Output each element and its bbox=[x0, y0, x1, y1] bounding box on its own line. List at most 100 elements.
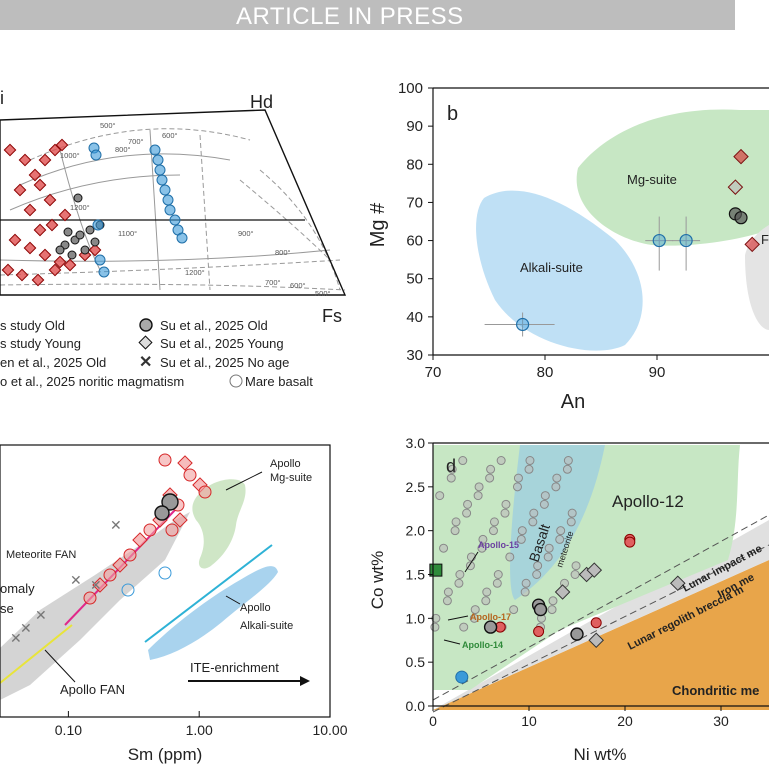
alkali-suite-field-c bbox=[148, 566, 278, 660]
data-point bbox=[183, 468, 197, 482]
ternary-point bbox=[38, 153, 52, 167]
x-tick-label: 1.00 bbox=[186, 722, 213, 738]
data-point bbox=[555, 534, 565, 544]
data-point bbox=[543, 552, 553, 562]
data-point bbox=[485, 473, 495, 483]
data-point bbox=[92, 577, 108, 593]
data-point bbox=[493, 570, 503, 579]
annotation-mg-suite-1: Apollo bbox=[270, 458, 301, 470]
data-point bbox=[132, 532, 148, 548]
data-point bbox=[733, 148, 749, 165]
data-point bbox=[450, 526, 460, 536]
panel-c-xlabel: Sm (ppm) bbox=[128, 745, 203, 764]
data-point bbox=[469, 613, 479, 623]
data-point bbox=[442, 596, 452, 606]
data-point bbox=[521, 578, 531, 588]
y-tick-label: 70 bbox=[406, 194, 423, 211]
data-point bbox=[516, 534, 526, 544]
ternary-point bbox=[169, 214, 181, 226]
data-point bbox=[552, 473, 562, 483]
data-point bbox=[567, 508, 577, 518]
data-point bbox=[443, 587, 453, 597]
panel-a-points bbox=[1, 138, 188, 287]
data-point bbox=[462, 508, 472, 518]
corner-bottom-label: Fs bbox=[322, 306, 342, 326]
data-point bbox=[525, 456, 535, 466]
ternary-point bbox=[63, 227, 73, 237]
field-label-fan: F bbox=[761, 232, 769, 247]
y-tick-label: 1.0 bbox=[406, 610, 426, 626]
annotation-apollo-14: Apollo-14 bbox=[462, 640, 503, 650]
y-tick-label: 60 bbox=[406, 233, 423, 250]
panel-c: ✕✕✕✕✕✕ 0.10 1.00 10.00 Apollo Mg-suite Met… bbox=[0, 444, 348, 764]
ternary-point bbox=[33, 223, 47, 237]
panel-d-axis: 0.0 0.5 1.0 1.5 2.0 2.5 3.0 0 10 20 30 bbox=[406, 435, 769, 729]
ternary-point bbox=[23, 203, 37, 217]
y-tick-label: 2.0 bbox=[406, 523, 426, 539]
corner-left-label: i bbox=[0, 88, 4, 108]
legend-label: Su et al., 2025 Young bbox=[160, 336, 284, 351]
ternary-point bbox=[149, 144, 161, 156]
isotherm-label: 900° bbox=[238, 229, 254, 238]
data-point bbox=[524, 464, 534, 474]
ternary-point bbox=[1, 263, 15, 277]
data-point bbox=[588, 632, 604, 649]
panel-d-ylabel: Co wt% bbox=[368, 551, 387, 610]
x-tick-label: 70 bbox=[425, 364, 442, 381]
apollo-14-pointer bbox=[443, 639, 461, 645]
ternary-point bbox=[33, 178, 47, 192]
data-point bbox=[515, 317, 530, 332]
panel-c-axis: 0.10 1.00 10.00 bbox=[55, 711, 348, 738]
alkali-suite-field bbox=[476, 190, 643, 351]
data-point bbox=[435, 491, 445, 501]
y-tick-label: 30 bbox=[406, 347, 423, 364]
isotherm-label: 600° bbox=[290, 281, 306, 290]
data-point bbox=[509, 605, 519, 615]
annotation-mg-suite-2: Mg-suite bbox=[270, 472, 312, 484]
data-point bbox=[430, 622, 440, 632]
ternary-point bbox=[28, 168, 42, 182]
data-point bbox=[500, 508, 510, 518]
annotation-anomaly: omaly bbox=[0, 581, 35, 596]
apollo-fan-line bbox=[0, 624, 73, 684]
data-point bbox=[451, 517, 461, 527]
iron-meteorite-line bbox=[432, 544, 769, 713]
legend-label: en et al., 2025 Old bbox=[0, 355, 106, 370]
data-point: ✕ bbox=[110, 517, 122, 533]
data-point bbox=[548, 596, 558, 606]
ternary-point bbox=[90, 237, 100, 247]
ternary-point bbox=[43, 193, 57, 207]
isotherm-label: 800° bbox=[275, 248, 291, 257]
corner-right-label: Hd bbox=[250, 92, 273, 112]
ternary-point bbox=[48, 263, 62, 277]
alkali-suite-line bbox=[144, 544, 273, 643]
x-tick-label: 0.10 bbox=[55, 722, 82, 738]
isotherm-label: 1200° bbox=[70, 203, 90, 212]
annotation-ite: ITE-enrichment bbox=[190, 660, 279, 675]
panel-c-frame bbox=[0, 444, 331, 718]
annotation-alkali-1: Apollo bbox=[240, 602, 271, 614]
data-point bbox=[533, 561, 543, 571]
data-point bbox=[458, 456, 468, 466]
legend-marker-diamond bbox=[138, 335, 153, 350]
data-point bbox=[517, 526, 527, 536]
data-point bbox=[496, 456, 506, 466]
annotation-apollo-17: Apollo-17 bbox=[470, 612, 511, 622]
panel-d: 0.0 0.5 1.0 1.5 2.0 2.5 3.0 0 10 20 30 d Apollo-12… bbox=[368, 435, 769, 764]
data-point bbox=[143, 523, 157, 537]
data-point bbox=[447, 464, 457, 474]
legend-label: s study Old bbox=[0, 318, 65, 333]
data-point bbox=[570, 627, 584, 641]
data-point bbox=[488, 526, 498, 536]
annotation-apollo-12: Apollo-12 bbox=[612, 492, 684, 511]
data-point bbox=[198, 485, 212, 499]
panel-d-xlabel: Ni wt% bbox=[574, 745, 627, 764]
panel-c-points: ✕✕✕✕✕✕ bbox=[10, 453, 212, 646]
data-point bbox=[563, 456, 573, 466]
data-point bbox=[670, 575, 686, 592]
article-banner: ARTICLE IN PRESS bbox=[0, 0, 735, 30]
ternary-point bbox=[162, 194, 174, 206]
legend-label: Mare basalt bbox=[245, 374, 313, 389]
data-point bbox=[571, 561, 581, 571]
banner-text: ARTICLE IN PRESS bbox=[236, 3, 464, 30]
